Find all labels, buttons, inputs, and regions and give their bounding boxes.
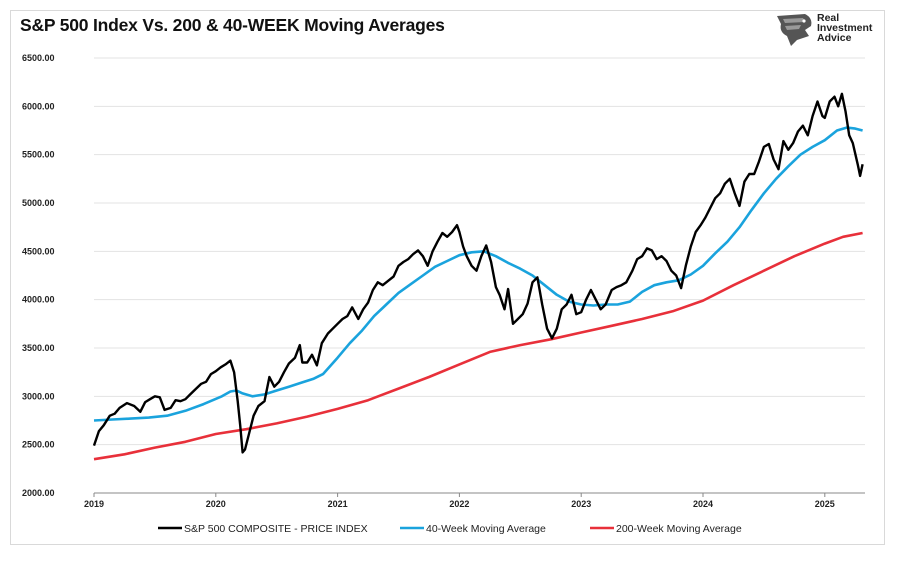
x-tick-label: 2024 bbox=[693, 499, 713, 509]
logo-line-2: Investment bbox=[817, 22, 873, 34]
y-tick-label: 5500.00 bbox=[22, 150, 55, 160]
logo-line-1: Real bbox=[817, 12, 840, 24]
y-tick-label: 2500.00 bbox=[22, 440, 55, 450]
x-tick-label: 2022 bbox=[449, 499, 469, 509]
legend: S&P 500 COMPOSITE - PRICE INDEX 40-Week M… bbox=[158, 523, 742, 535]
y-tick-label: 2000.00 bbox=[22, 488, 55, 498]
eagle-head-icon bbox=[777, 14, 812, 46]
y-tick-label: 4500.00 bbox=[22, 246, 55, 256]
grid-lines bbox=[94, 57, 865, 494]
logo-text: Real Investment Advice bbox=[817, 12, 873, 44]
y-tick-label: 4000.00 bbox=[22, 295, 55, 305]
logo-line-3: Advice bbox=[817, 32, 852, 44]
legend-label: 40-Week Moving Average bbox=[426, 523, 546, 535]
x-tick-label: 2020 bbox=[206, 499, 226, 509]
y-tick-label: 6500.00 bbox=[22, 53, 55, 63]
legend-label: 200-Week Moving Average bbox=[616, 523, 742, 535]
price-series-line bbox=[92, 92, 864, 454]
x-tick-label: 2019 bbox=[84, 499, 104, 509]
x-tick-label: 2023 bbox=[571, 499, 591, 509]
logo: Real Investment Advice bbox=[775, 10, 880, 50]
y-axis-ticks: 2000.00 2500.00 3000.00 3500.00 4000.00 4500.… bbox=[22, 53, 55, 498]
x-axis-ticks: 2019 2020 2021 2022 2023 2024 2025 bbox=[84, 493, 835, 509]
chart-frame bbox=[10, 10, 885, 545]
x-tick-label: 2025 bbox=[815, 499, 835, 509]
ma40-series-line bbox=[93, 126, 863, 422]
chart-title: S&P 500 Index Vs. 200 & 40-WEEK Moving A… bbox=[20, 15, 445, 35]
legend-label: S&P 500 COMPOSITE - PRICE INDEX bbox=[184, 523, 368, 535]
y-tick-label: 3000.00 bbox=[22, 391, 55, 401]
y-tick-label: 6000.00 bbox=[22, 101, 55, 111]
ma200-series-line bbox=[93, 231, 863, 461]
x-tick-label: 2021 bbox=[328, 499, 348, 509]
y-tick-label: 3500.00 bbox=[22, 343, 55, 353]
y-tick-label: 5000.00 bbox=[22, 198, 55, 208]
series-lines bbox=[92, 92, 864, 461]
